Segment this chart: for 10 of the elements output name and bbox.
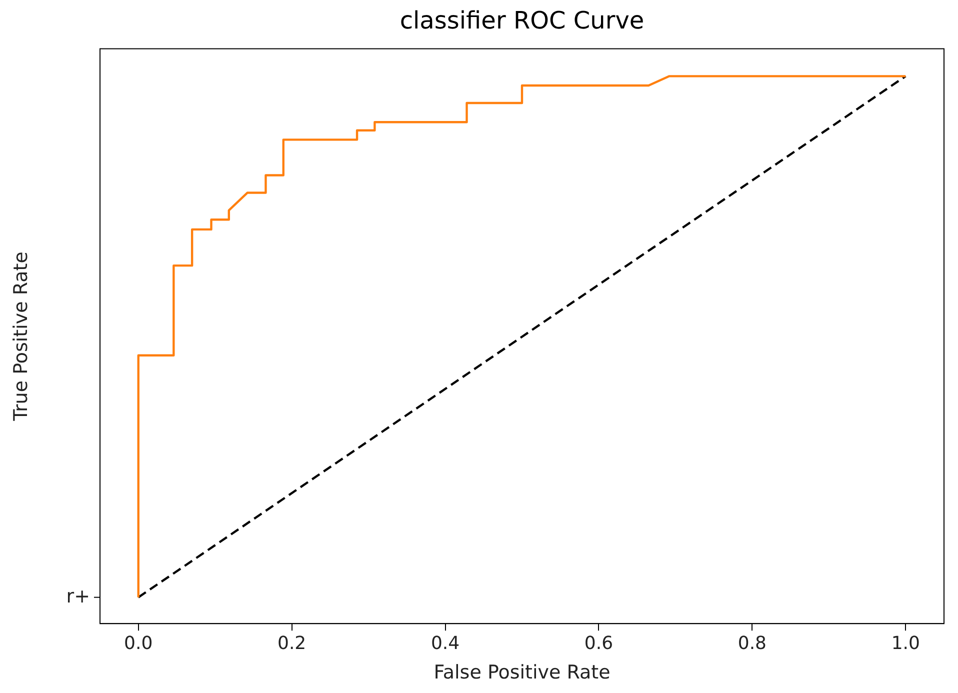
- x-tick-label: 0.0: [124, 633, 153, 654]
- y-axis-title: True Positive Rate: [10, 252, 32, 422]
- x-tick-label: 0.4: [430, 633, 460, 654]
- x-tick-label: 0.6: [584, 633, 614, 654]
- text: r+: [66, 585, 90, 608]
- x-tick-label: 0.2: [278, 633, 306, 654]
- x-tick-label: 1.0: [891, 633, 920, 654]
- x-axis-title: False Positive Rate: [434, 662, 610, 684]
- x-tick-label: 0.8: [738, 633, 766, 654]
- chart-title: classifier ROC Curve: [400, 6, 644, 35]
